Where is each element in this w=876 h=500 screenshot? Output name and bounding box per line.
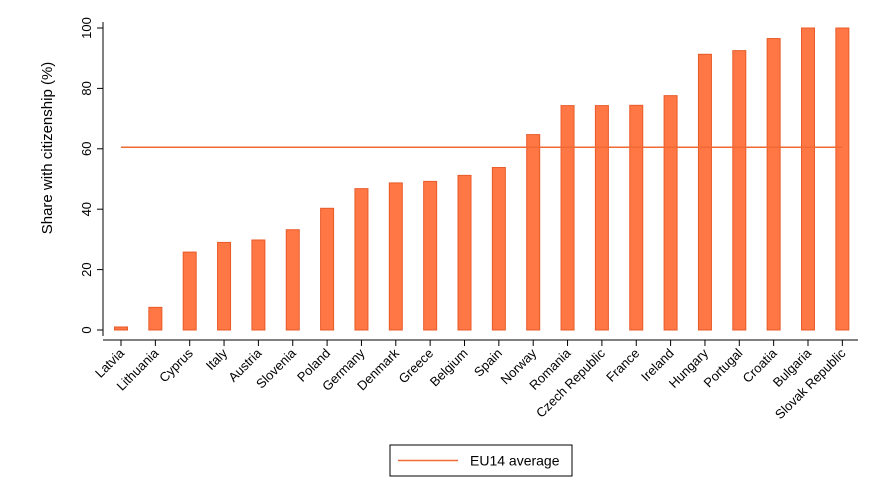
y-tick-label: 60 [79,142,94,156]
x-tick-label: Cyprus [156,345,196,385]
bar-greece [423,180,438,331]
bar-romania [560,105,575,331]
y-tick-label: 100 [79,17,94,39]
bar-spain [491,167,506,331]
bar-poland [320,207,335,331]
bar-latvia [114,326,128,331]
bars [114,27,850,331]
bar-slovenia [285,229,300,331]
bar-czech-republic [594,105,609,331]
bar-croatia [766,38,781,331]
x-tick-label: Belgium [427,346,471,390]
y-tick-label: 40 [79,202,94,216]
legend: EU14 average [389,444,573,477]
y-tick-label: 80 [79,81,94,95]
bar-france [629,104,644,331]
bar-slovak-republic [835,27,850,331]
bar-germany [354,188,369,331]
bar-austria [251,239,266,331]
bar-ireland [663,95,678,331]
bar-denmark [388,182,403,331]
legend-label: EU14 average [470,453,560,469]
y-axis: 0 20 40 60 80 100 [79,17,104,336]
y-axis-title: Share with citizenship (%) [39,62,56,235]
bar-norway [526,134,541,331]
bar-belgium [457,174,472,331]
bar-bulgaria [801,27,815,331]
x-tick-label: Portugal [701,345,746,390]
bar-portugal [732,50,747,331]
y-tick-label: 20 [79,262,94,276]
bar-hungary [697,53,712,331]
bar-lithuania [148,306,163,331]
bar-italy [217,241,232,331]
x-tick-label: Italy [203,345,231,373]
x-tick-label: France [603,346,642,385]
bar-cyprus [182,251,197,331]
y-tick-label: 0 [79,326,94,333]
